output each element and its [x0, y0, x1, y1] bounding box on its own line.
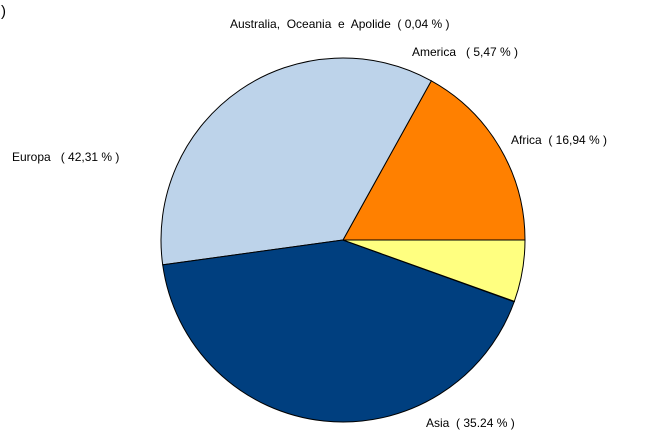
- slice-label-europa: Europa ( 42,31 % ): [12, 150, 119, 164]
- slice-label-australia-oceania-e-apolide: Australia, Oceania e Apolide ( 0,04 % ): [230, 17, 449, 31]
- slice-label-asia: Asia ( 35.24 % ): [426, 416, 515, 430]
- slice-label-america: America ( 5,47 % ): [412, 45, 518, 59]
- pie-slices: [160, 57, 526, 423]
- slice-europa: [162, 239, 515, 423]
- slice-africa: [342, 80, 526, 241]
- corner-mark: ): [1, 3, 6, 20]
- pie-labels: Africa ( 16,94 % ) Asia ( 35.24 % ) Europa…: [12, 17, 607, 430]
- slice-america: [342, 239, 526, 302]
- slice-asia: [160, 57, 432, 266]
- slice-label-africa: Africa ( 16,94 % ): [511, 133, 607, 147]
